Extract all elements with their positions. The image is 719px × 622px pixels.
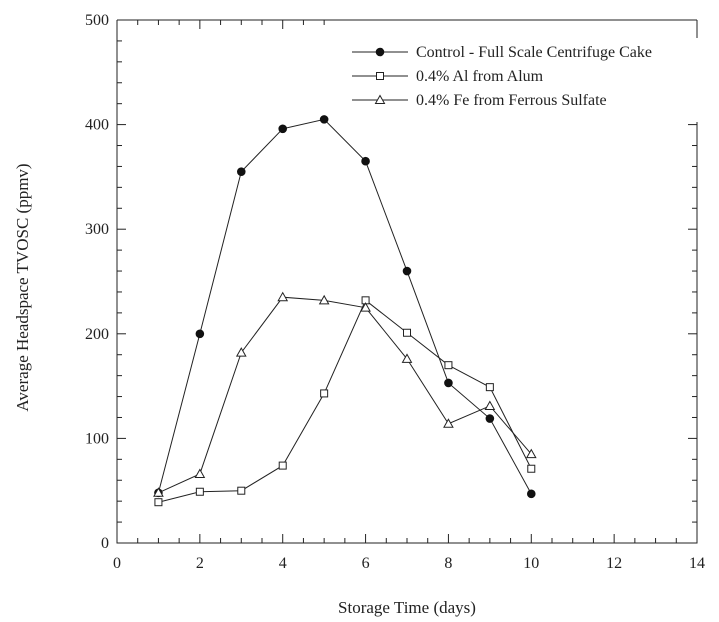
series-layer (153, 115, 537, 507)
data-point-square (485, 383, 494, 392)
data-point-square (320, 389, 329, 398)
data-point-circle (402, 266, 412, 276)
data-point-square (154, 498, 163, 507)
data-point-triangle (277, 291, 289, 302)
data-point-triangle (525, 448, 537, 459)
data-point-circle (319, 115, 329, 124)
plot-frame (116, 19, 698, 544)
data-point-triangle (443, 418, 454, 428)
y-tick-label: 500 (85, 12, 109, 29)
legend: Control - Full Scale Centrifuge Cake 0.4%… (352, 44, 652, 109)
legend-label: 0.4% Fe from Ferrous Sulfate (416, 92, 607, 109)
series-3 (153, 291, 537, 497)
data-point-circle (444, 378, 453, 388)
legend-label: 0.4% Al from Alum (416, 68, 544, 85)
x-tick-label: 2 (196, 555, 204, 572)
y-axis-title: Average Headspace TVOSC (ppmv) (13, 163, 32, 411)
data-point-square (403, 328, 411, 337)
axis-ticks: 0 2 4 6 8 10 12 14 0 100 200 300 400 500 (85, 12, 705, 572)
y-tick-label: 0 (101, 535, 109, 552)
data-point-circle (195, 329, 205, 339)
data-point-square (237, 486, 246, 495)
data-point-square (444, 361, 453, 370)
data-point-triangle (484, 400, 496, 410)
y-tick-label: 400 (85, 117, 109, 134)
data-point-circle (361, 156, 370, 166)
data-point-triangle (374, 94, 386, 104)
data-point-triangle (401, 353, 413, 363)
data-point-triangle (153, 487, 164, 497)
data-point-circle (526, 489, 536, 499)
x-axis-title: Storage Time (days) (338, 598, 476, 617)
series-line (158, 296, 532, 494)
series-line (157, 118, 532, 495)
legend-item: 0.4% Al from Alum (352, 68, 544, 85)
x-tick-label: 6 (362, 555, 370, 572)
data-point-square (527, 464, 536, 473)
data-point-circle (236, 167, 246, 176)
data-point-circle (485, 414, 495, 423)
data-point-triangle (318, 294, 330, 305)
x-tick-label: 10 (523, 555, 539, 572)
x-tick-label: 8 (444, 555, 452, 572)
series-1 (154, 115, 536, 499)
x-tick-label: 4 (279, 555, 287, 572)
data-point-square (376, 72, 384, 80)
series-2 (154, 296, 536, 507)
y-tick-label: 200 (85, 326, 109, 343)
x-tick-label: 14 (689, 555, 705, 572)
data-point-square (278, 461, 287, 470)
data-point-triangle (235, 347, 247, 357)
data-point-circle (375, 47, 385, 57)
x-tick-label: 12 (606, 555, 622, 572)
plot-border (116, 19, 698, 544)
y-tick-label: 300 (85, 221, 109, 238)
y-tick-label: 100 (85, 430, 109, 447)
data-point-square (195, 487, 204, 496)
data-point-triangle (360, 302, 371, 312)
legend-label: Control - Full Scale Centrifuge Cake (416, 44, 652, 61)
legend-item: 0.4% Fe from Ferrous Sulfate (352, 92, 607, 109)
legend-item: Control - Full Scale Centrifuge Cake (352, 44, 652, 61)
data-point-circle (278, 124, 288, 134)
series-line (158, 299, 532, 503)
x-tick-label: 0 (113, 555, 121, 572)
data-point-triangle (194, 468, 206, 478)
